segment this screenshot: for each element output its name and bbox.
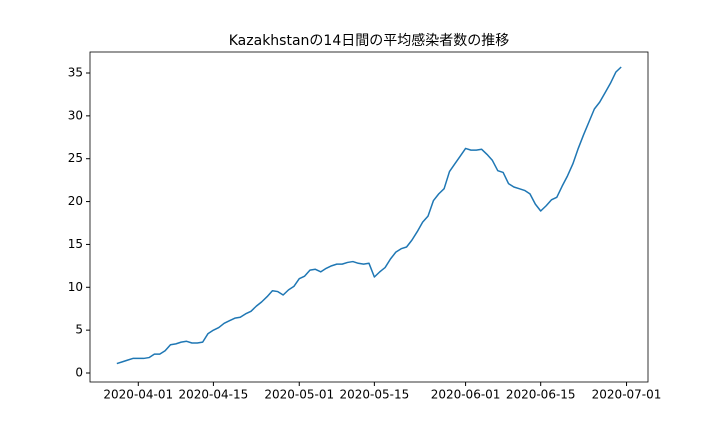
- x-tick-label: 2020-04-01: [103, 388, 173, 402]
- chart-title: Kazakhstanの14日間の平均感染者数の推移: [229, 32, 509, 49]
- x-tick-label: 2020-05-15: [339, 388, 409, 402]
- y-tick-label: 30: [68, 108, 83, 122]
- x-tick-label: 2020-07-01: [592, 388, 662, 402]
- y-tick-label: 15: [68, 237, 83, 251]
- line: [116, 66, 622, 365]
- y-tick-label: 0: [75, 366, 83, 380]
- y-tick-label: 35: [68, 66, 83, 80]
- x-tick-label: 2020-04-15: [179, 388, 249, 402]
- y-tick-label: 25: [68, 151, 83, 165]
- x-tick-label: 2020-06-15: [506, 388, 576, 402]
- plot-frame: [89, 51, 649, 383]
- x-tick-label: 2020-05-01: [264, 388, 334, 402]
- y-tick-label: 10: [68, 280, 83, 294]
- y-tick-label: 5: [75, 323, 83, 337]
- x-tick-label: 2020-06-01: [431, 388, 501, 402]
- y-tick-label: 20: [68, 194, 83, 208]
